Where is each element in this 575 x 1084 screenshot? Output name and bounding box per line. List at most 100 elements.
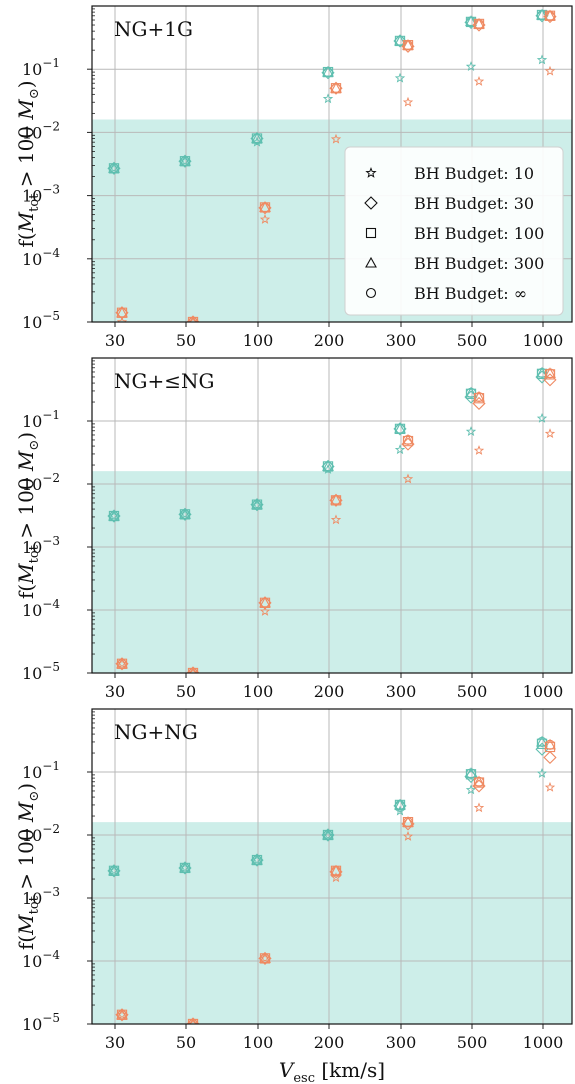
- marker-diamond: [401, 39, 415, 53]
- y-tick-exponent: −3: [42, 885, 60, 899]
- marker-circle: [108, 163, 120, 174]
- y-tick-base: 10: [22, 187, 42, 206]
- marker-star: [536, 767, 548, 778]
- x-tick-label: 300: [386, 682, 417, 701]
- marker-circle: [394, 799, 406, 810]
- data-points: [107, 366, 557, 673]
- legend-label: BH Budget: ∞: [414, 284, 527, 303]
- marker-star: [465, 426, 477, 436]
- marker-star: [179, 508, 191, 519]
- x-tick-label: 200: [314, 331, 345, 350]
- marker-star: [544, 65, 556, 76]
- y-tick-exponent: −5: [42, 1011, 60, 1025]
- legend-marker-triangle: [365, 256, 377, 268]
- y-tick-exponent: −1: [42, 56, 60, 70]
- marker-star: [544, 428, 556, 439]
- x-tick-label: 50: [176, 1033, 196, 1052]
- marker-star: [322, 93, 334, 104]
- marker-star: [251, 854, 263, 865]
- y-tick-base: 10: [22, 952, 42, 971]
- y-tick-base: 10: [22, 123, 42, 142]
- marker-diamond: [329, 865, 343, 879]
- marker-diamond: [543, 750, 557, 765]
- panel-title: NG+NG: [114, 720, 198, 744]
- y-axis-label: f(Mtot > 100 M⊙): [14, 80, 42, 247]
- marker-star: [402, 96, 414, 107]
- marker-star: [465, 61, 477, 71]
- x-tick-label: 1000: [523, 1033, 564, 1052]
- marker-star: [116, 658, 128, 669]
- x-tick-label: 1000: [523, 682, 564, 701]
- marker-star: [187, 1018, 199, 1024]
- legend: BH Budget: 10 BH Budget: 30 BH Budget: 100…: [344, 146, 564, 316]
- marker-circle: [322, 829, 334, 841]
- x-tick-label: 100: [243, 682, 274, 701]
- x-tick-label: 500: [457, 331, 488, 350]
- y-tick-label: 10−2: [22, 822, 60, 845]
- marker-star: [179, 862, 191, 873]
- y-tick-base: 10: [22, 475, 42, 494]
- y-tick-exponent: −4: [42, 948, 60, 962]
- y-tick-label: 10−2: [22, 471, 60, 494]
- y-axis-label: f(Mtot > 100 M⊙): [14, 783, 42, 950]
- x-tick-label: 500: [457, 682, 488, 701]
- marker-circle: [108, 865, 120, 876]
- x-tick-label: 30: [105, 682, 125, 701]
- marker-star: [402, 473, 414, 484]
- marker-circle: [465, 768, 477, 779]
- marker-circle: [179, 862, 191, 873]
- marker-star: [465, 784, 477, 795]
- y-tick-exponent: −4: [42, 246, 60, 260]
- y-tick-label: 10−1: [22, 56, 60, 79]
- marker-circle: [116, 307, 128, 318]
- x-tick-label: 100: [243, 331, 274, 350]
- y-tick-label: 10−4: [22, 246, 60, 269]
- marker-star: [259, 213, 271, 224]
- marker-circle: [473, 18, 485, 29]
- y-tick-base: 10: [22, 601, 42, 620]
- marker-circle: [116, 1009, 128, 1020]
- y-tick-exponent: −3: [42, 183, 60, 197]
- panel-title: NG+1G: [114, 17, 193, 41]
- y-tick-label: 10−2: [22, 119, 60, 142]
- y-tick-exponent: −5: [42, 309, 60, 323]
- marker-circle: [465, 387, 477, 398]
- legend-marker-diamond: [364, 196, 378, 210]
- x-tick-label: 500: [457, 1033, 488, 1052]
- y-tick-exponent: −2: [42, 119, 60, 133]
- panel-3: 10−510−410−310−210−130 50 100 200 300 500 1000…: [14, 708, 573, 1052]
- y-tick-label: 10−5: [22, 1011, 60, 1034]
- y-tick-base: 10: [22, 538, 42, 557]
- marker-star: [394, 72, 406, 83]
- marker-circle: [402, 40, 414, 51]
- y-tick-label: 10−5: [22, 309, 60, 332]
- marker-circle: [251, 499, 263, 510]
- marker-star: [179, 155, 191, 166]
- marker-diamond: [543, 373, 557, 387]
- marker-star: [473, 445, 485, 455]
- y-tick-exponent: −1: [42, 759, 60, 773]
- y-tick-exponent: −3: [42, 534, 60, 548]
- x-axis-label: Vesc [km/s]: [279, 1058, 385, 1084]
- y-tick-exponent: −1: [42, 408, 60, 422]
- y-tick-label: 10−3: [22, 885, 60, 908]
- marker-star: [330, 872, 342, 883]
- y-axis-label: f(Mtot > 100 M⊙): [14, 432, 42, 599]
- marker-circle: [179, 509, 191, 520]
- shaded-band: [92, 822, 572, 1024]
- marker-circle: [251, 133, 263, 144]
- y-tick-exponent: −2: [42, 822, 60, 836]
- marker-star: [187, 667, 199, 673]
- marker-star: [322, 830, 334, 840]
- y-tick-label: 10−3: [22, 534, 60, 557]
- marker-star: [116, 316, 128, 322]
- data-points: [107, 735, 557, 1024]
- panel-title: NG+≤NG: [114, 369, 214, 393]
- y-tick-base: 10: [22, 250, 42, 269]
- y-tick-base: 10: [22, 889, 42, 908]
- marker-star: [259, 952, 271, 963]
- x-tick-label: 100: [243, 1033, 274, 1052]
- marker-star: [402, 830, 414, 841]
- marker-star: [108, 510, 120, 521]
- legend-label: BH Budget: 30: [414, 194, 534, 213]
